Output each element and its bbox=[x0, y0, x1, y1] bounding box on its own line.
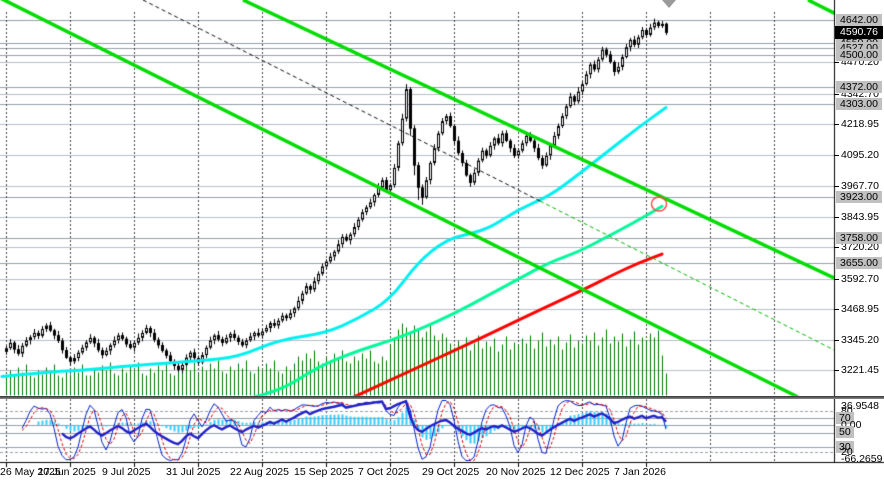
price-axis-tick bbox=[834, 309, 839, 310]
date-label: 20 Nov 2025 bbox=[486, 466, 546, 478]
price-level-label: 4500.00 bbox=[836, 49, 882, 61]
price-axis-label: 3967.70 bbox=[841, 180, 879, 192]
date-label: 12 Dec 2025 bbox=[550, 466, 610, 478]
oscillator-axis-label: 20 bbox=[841, 446, 853, 458]
price-axis-label: 4095.20 bbox=[841, 149, 879, 161]
price-level-label: 4642.00 bbox=[836, 14, 882, 26]
price-level-label: 4372.00 bbox=[836, 81, 882, 93]
chart-shift-marker[interactable] bbox=[662, 0, 676, 8]
price-axis-tick bbox=[834, 94, 839, 95]
date-label: 17 Jun 2025 bbox=[38, 466, 96, 478]
oscillator-axis-label: 80 bbox=[841, 405, 853, 417]
price-axis-tick bbox=[834, 186, 839, 187]
price-axis-label: 4218.95 bbox=[841, 118, 879, 130]
oscillator-axis-label: 36.9548 bbox=[841, 400, 879, 412]
price-axis-tick bbox=[834, 340, 839, 341]
price-axis-tick bbox=[834, 247, 839, 248]
price-level-label: 3655.00 bbox=[836, 257, 882, 269]
price-level-label: 4303.00 bbox=[836, 98, 882, 110]
chart-title bbox=[3, 1, 15, 13]
price-axis-label: 3345.20 bbox=[841, 334, 879, 346]
price-axis-tick bbox=[834, 124, 839, 125]
pane-divider[interactable] bbox=[0, 396, 884, 399]
date-label: 26 May 2025 bbox=[0, 466, 61, 478]
price-axis-tick bbox=[834, 279, 839, 280]
date-label: 15 Sep 2025 bbox=[294, 466, 354, 478]
price-level-label: 3758.00 bbox=[836, 232, 882, 244]
oscillator-axis-label: 30 bbox=[836, 441, 854, 453]
date-label: 22 Aug 2025 bbox=[230, 466, 289, 478]
oscillator-labels bbox=[3, 400, 33, 412]
price-axis-tick bbox=[834, 370, 839, 371]
price-axis[interactable]: 4470.20 4342.70 4218.95 4095.20 3967.70 3843.… bbox=[834, 0, 884, 465]
price-axis-tick bbox=[834, 217, 839, 218]
oscillator-axis-label: 50 bbox=[836, 426, 854, 438]
price-axis-label: 3720.20 bbox=[841, 241, 879, 253]
current-price-label: 4590.76 bbox=[835, 26, 883, 39]
price-axis-label: 3468.95 bbox=[841, 303, 879, 315]
time-axis[interactable]: 26 May 2025 17 Jun 2025 9 Jul 2025 31 Jul 2… bbox=[0, 463, 884, 483]
price-axis-tick bbox=[834, 62, 839, 63]
price-axis-label: 3221.45 bbox=[841, 364, 879, 376]
date-label: 29 Oct 2025 bbox=[422, 466, 480, 478]
price-axis-label: 3592.70 bbox=[841, 273, 879, 285]
price-axis-label: 3843.95 bbox=[841, 211, 879, 223]
date-label: 31 Jul 2025 bbox=[166, 466, 221, 478]
oscillator-axis-label: 70 bbox=[836, 412, 854, 424]
price-axis-tick bbox=[834, 155, 839, 156]
date-label: 7 Jan 2026 bbox=[614, 466, 666, 478]
price-level-label: 3923.00 bbox=[836, 191, 882, 203]
date-label: 9 Jul 2025 bbox=[102, 466, 151, 478]
date-label: 7 Oct 2025 bbox=[358, 466, 410, 478]
oscillator-axis-label: -66.2659 bbox=[841, 453, 883, 465]
